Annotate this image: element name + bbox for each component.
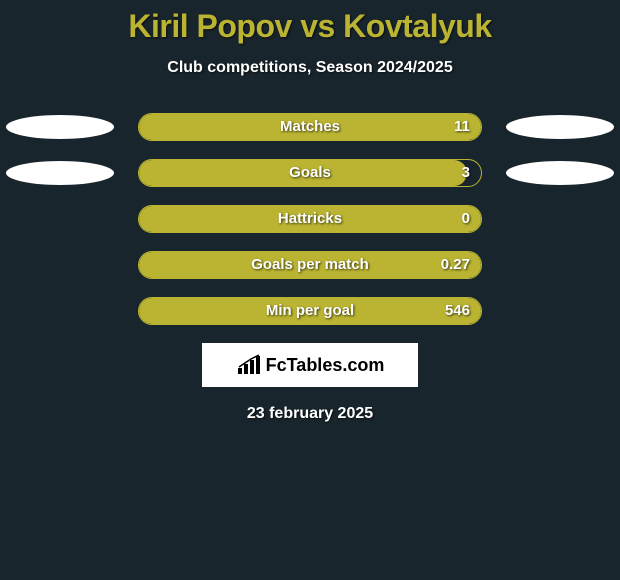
stat-row: Matches11 [0,113,620,141]
stat-row: Hattricks0 [0,205,620,233]
brand-text: FcTables.com [266,355,385,376]
bar-fill [139,160,467,186]
right-player-ellipse [506,115,614,139]
comparison-card: Kiril Popov vs Kovtalyuk Club competitio… [0,0,620,423]
stat-row: Min per goal546 [0,297,620,325]
stat-row: Goals3 [0,159,620,187]
left-player-ellipse [6,161,114,185]
brand-inner: FcTables.com [236,354,385,376]
stats-rows: Matches11 Goals3 Hattricks0 Goals per match… [0,113,620,325]
page-title: Kiril Popov vs Kovtalyuk [0,0,620,45]
bars-icon [236,354,262,376]
bar-fill [139,298,481,324]
bar-fill [139,252,481,278]
bar-fill [139,206,481,232]
right-player-ellipse [506,161,614,185]
bar-track [138,113,482,141]
brand-box[interactable]: FcTables.com [202,343,418,387]
page-subtitle: Club competitions, Season 2024/2025 [0,59,620,77]
left-player-ellipse [6,115,114,139]
bar-fill [139,114,481,140]
bar-track [138,159,482,187]
bar-track [138,205,482,233]
bar-track [138,251,482,279]
bar-track [138,297,482,325]
date-text: 23 february 2025 [0,405,620,423]
stat-row: Goals per match0.27 [0,251,620,279]
